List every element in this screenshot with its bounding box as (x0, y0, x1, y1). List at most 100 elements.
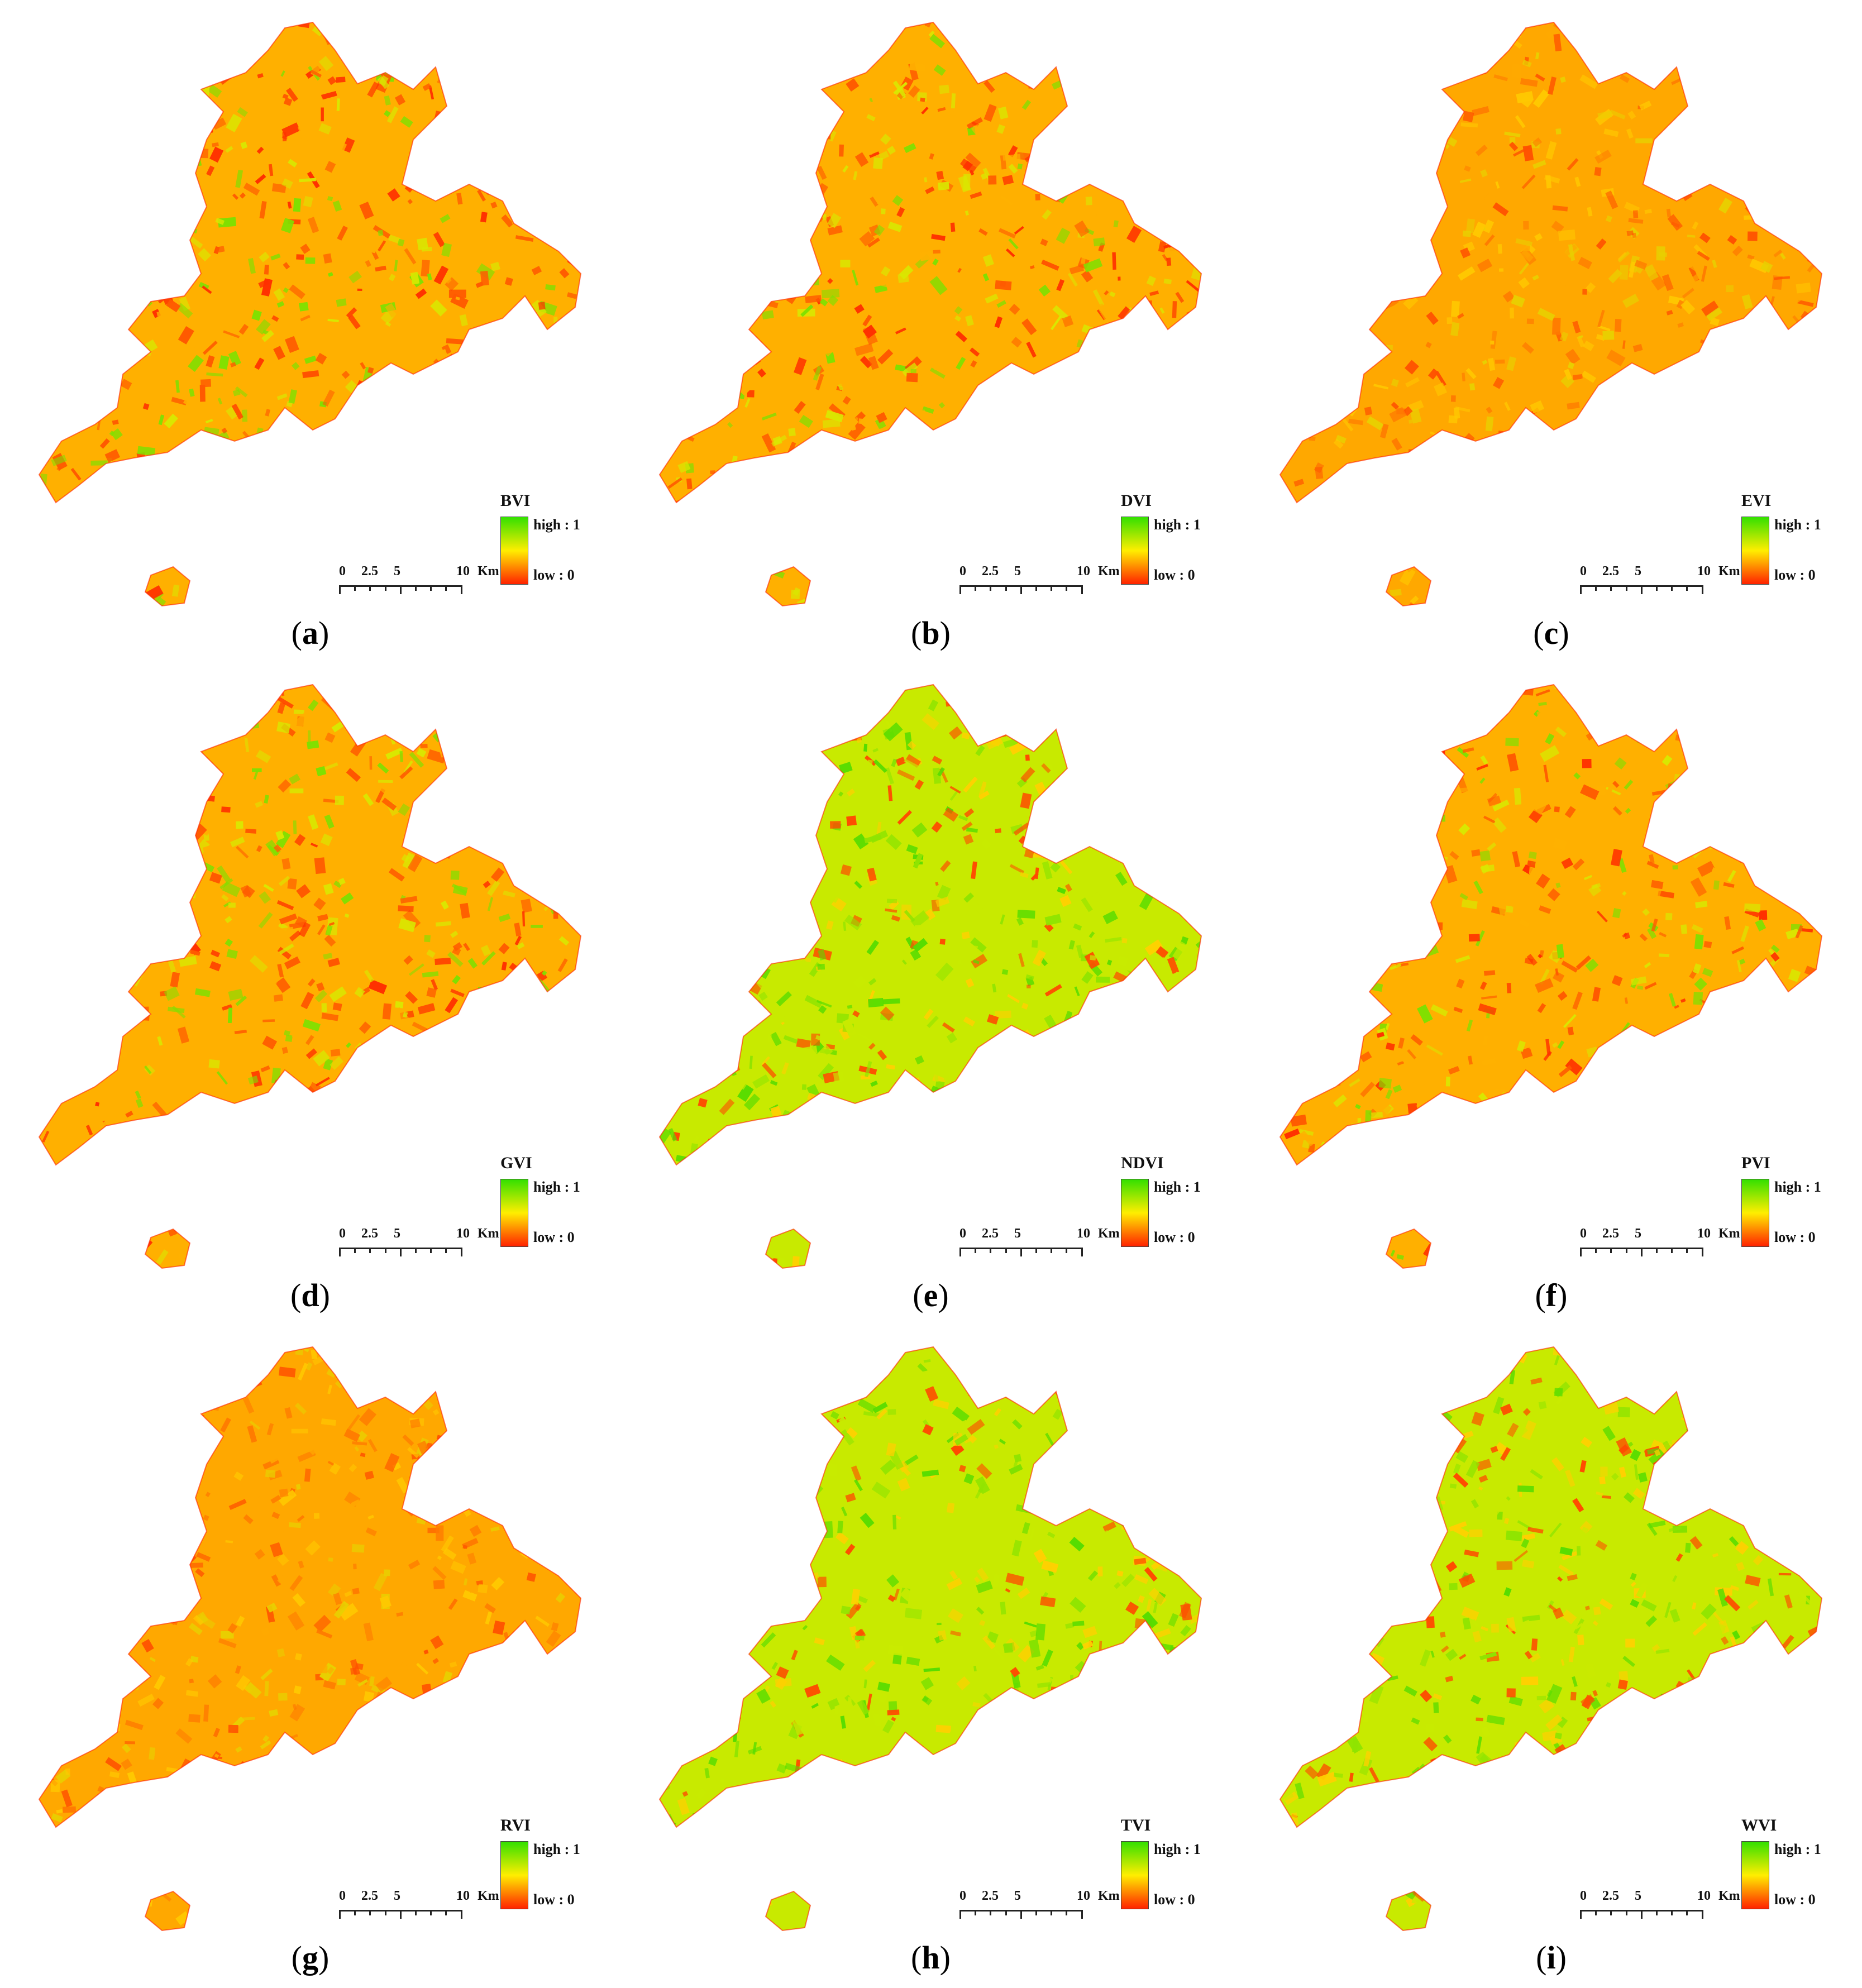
scale-tick (1671, 1248, 1673, 1253)
scale-tick (1051, 1910, 1053, 1915)
panel-letter: a (302, 615, 318, 651)
legend-low-label: low : 0 (533, 1891, 575, 1908)
legend-color-ramp (1741, 1179, 1769, 1247)
scale-tick (460, 1910, 462, 1919)
legend-low-label: low : 0 (1774, 567, 1816, 583)
legend-high-label: high : 1 (1154, 517, 1201, 533)
scale-tick (975, 1910, 977, 1915)
scale-tick (1686, 585, 1688, 591)
scale-tick (1671, 1910, 1673, 1915)
scale-tick (1595, 585, 1597, 591)
legend-high-label: high : 1 (533, 1841, 580, 1857)
legend-high-label: high : 1 (1774, 517, 1821, 533)
scale-tick-label: 2.5 (1602, 1889, 1619, 1903)
legend-title: RVI (500, 1816, 531, 1834)
scale-tick (1051, 1248, 1053, 1253)
scale-tick-label: 0 (339, 1226, 346, 1241)
scale-tick (1656, 1910, 1658, 1915)
scale-tick-label: 2.5 (1602, 1226, 1619, 1241)
scale-tick (369, 585, 371, 591)
index-map-b (658, 21, 1202, 607)
scale-tick-label: 0 (339, 564, 346, 579)
index-map-c (1279, 21, 1823, 607)
scale-tick-label: 0 (959, 1889, 966, 1903)
scale-bar: 0 2.5 5 10 Km (959, 1883, 1120, 1922)
scale-unit: Km (1098, 1889, 1120, 1903)
scale-tick-label: 5 (1014, 1889, 1021, 1903)
index-map-h (658, 1346, 1202, 1932)
scale-tick (369, 1248, 371, 1253)
map-panel-i: WVI high : 1 low : 0 0 2.5 5 10 Km (i) (1241, 1325, 1861, 1987)
panel-label: (c) (1533, 615, 1569, 651)
scale-unit: Km (478, 564, 499, 579)
panel-label: (f) (1535, 1277, 1568, 1313)
scale-tick (1701, 1248, 1703, 1256)
legend-color-ramp (1121, 1841, 1149, 1909)
scale-tick-label: 2.5 (1602, 564, 1619, 579)
legend-title: DVI (1121, 491, 1152, 510)
scale-tick (1686, 1910, 1688, 1915)
scale-tick (339, 1910, 341, 1919)
scale-tick (354, 585, 356, 591)
scale-tick (369, 1910, 371, 1915)
scale-tick-label: 2.5 (361, 1226, 378, 1241)
scale-tick-label: 5 (1635, 1226, 1641, 1241)
scale-tick (1005, 1248, 1007, 1253)
scale-unit: Km (1718, 1889, 1740, 1903)
scale-tick (1640, 585, 1643, 594)
index-map-d (38, 684, 582, 1269)
map-panel-b: DVI high : 1 low : 0 0 2.5 5 10 Km (b) (620, 0, 1241, 662)
scale-tick (1640, 1910, 1643, 1919)
legend-title: EVI (1741, 491, 1772, 510)
map-panel-f: PVI high : 1 low : 0 0 2.5 5 10 Km (f) (1241, 662, 1861, 1325)
legend-high-label: high : 1 (533, 517, 580, 533)
scale-tick-label: 10 (456, 1889, 470, 1903)
scale-tick (1671, 585, 1673, 591)
panel-label: (i) (1536, 1939, 1567, 1976)
scale-tick (1005, 1910, 1007, 1915)
scale-tick (399, 1248, 402, 1256)
scale-tick (990, 585, 992, 591)
scale-tick (430, 585, 432, 591)
legend-title: PVI (1741, 1154, 1770, 1172)
legend-low-label: low : 0 (533, 1229, 575, 1245)
panel-label: (e) (913, 1277, 949, 1313)
scale-tick (1035, 585, 1037, 591)
panel-letter: e (923, 1277, 938, 1313)
panel-label: (b) (911, 615, 951, 651)
scale-tick (1656, 1248, 1658, 1253)
scale-tick (959, 585, 961, 594)
scale-tick-label: 5 (394, 1226, 400, 1241)
scale-tick (1625, 585, 1627, 591)
legend-title: TVI (1121, 1816, 1151, 1834)
scale-tick-label: 0 (339, 1889, 346, 1903)
map-panel-e: NDVI high : 1 low : 0 0 2.5 5 10 Km (e) (620, 662, 1241, 1325)
panel-label: (h) (911, 1939, 951, 1976)
legend-high-label: high : 1 (533, 1179, 580, 1195)
scale-tick (430, 1248, 432, 1253)
legend-low-label: low : 0 (1154, 1891, 1195, 1908)
scale-tick (1005, 585, 1007, 591)
panel-letter: c (1544, 615, 1559, 651)
legend-high-label: high : 1 (1154, 1841, 1201, 1857)
panel-letter: h (922, 1939, 940, 1976)
panel-letter: b (922, 615, 940, 651)
scale-tick-label: 10 (1077, 1889, 1090, 1903)
scale-tick-label: 5 (1014, 1226, 1021, 1241)
panel-letter: d (301, 1277, 319, 1313)
scale-tick (339, 1248, 341, 1256)
index-map-e (658, 684, 1202, 1269)
scale-tick (399, 585, 402, 594)
legend-title: NDVI (1121, 1154, 1164, 1172)
scale-tick (1020, 585, 1022, 594)
panel-letter: f (1545, 1277, 1557, 1313)
scale-tick (1595, 1248, 1597, 1253)
scale-tick-label: 2.5 (361, 1889, 378, 1903)
scale-tick-label: 5 (394, 1889, 400, 1903)
scale-tick (384, 1910, 386, 1915)
scale-tick (1066, 585, 1068, 591)
legend-high-label: high : 1 (1154, 1179, 1201, 1195)
scale-unit: Km (478, 1889, 499, 1903)
index-map-g (38, 1346, 582, 1932)
panel-letter: g (302, 1939, 318, 1976)
